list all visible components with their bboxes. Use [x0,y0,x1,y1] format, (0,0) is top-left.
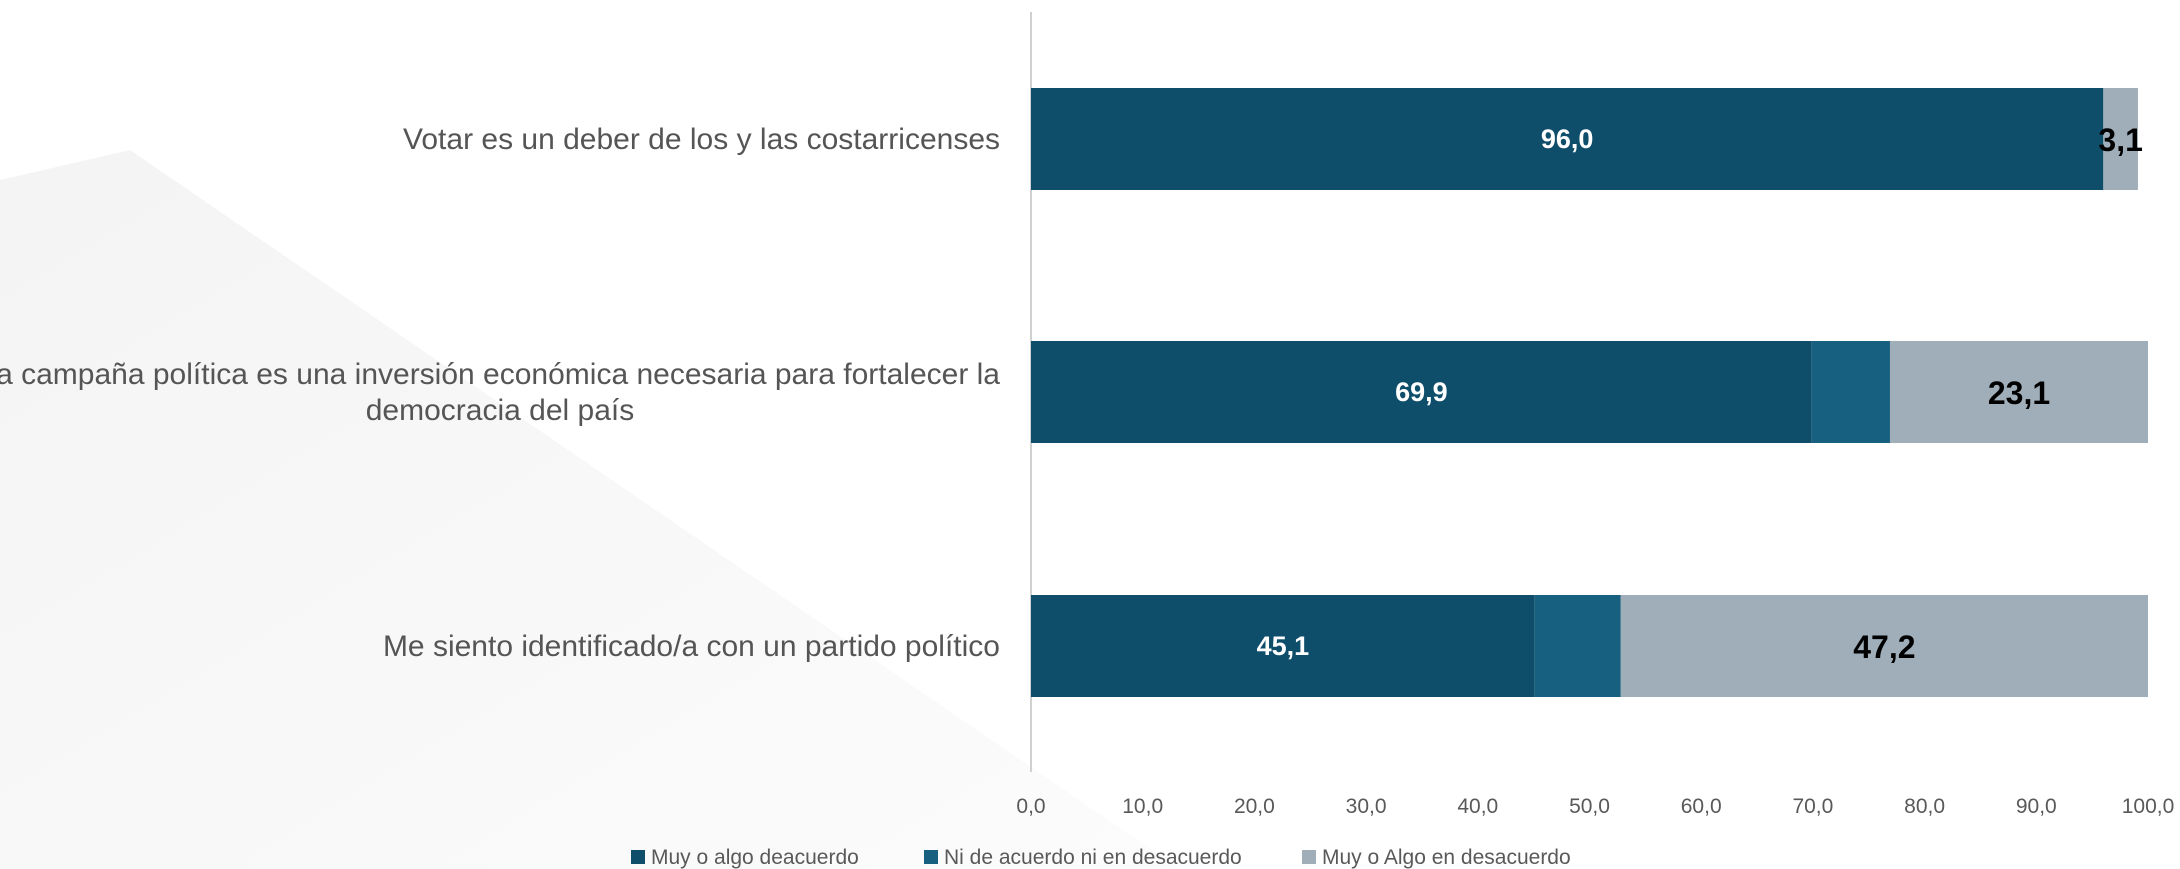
x-tick-label: 20,0 [1234,795,1275,818]
category-labels: Votar es un deber de los y las costarric… [0,123,1000,663]
data-label: 69,9 [1395,377,1448,407]
legend-label: Muy o algo deacuerdo [651,846,859,869]
legend-label: Muy o Algo en desacuerdo [1322,846,1571,869]
legend-swatch [924,850,938,864]
x-tick-label: 70,0 [1792,795,1833,818]
category-label: democracia del país [366,394,634,427]
category-label: Votar es un deber de los y las costarric… [403,123,1000,156]
bars-layer: 96,0 3,1 69,9 23,1 45,1 47,2 [1031,88,2148,697]
bar-segment [1031,88,2104,190]
legend-swatch [631,850,645,864]
bar-segment [1534,595,1621,697]
x-tick-labels: 0,0 10,0 20,0 30,0 40,0 50,0 60,0 70,0 80,0 90,0 1… [1016,795,2174,818]
bar-segment [1889,341,2148,443]
x-tick-label: 0,0 [1016,795,1045,818]
x-tick-label: 10,0 [1122,795,1163,818]
bar-segment [1620,595,2148,697]
x-tick-label: 60,0 [1681,795,1722,818]
data-label: 47,2 [1853,629,1915,665]
data-label: 3,1 [2098,122,2142,158]
background-shape [0,150,1180,869]
data-label: 45,1 [1257,631,1310,661]
bar-segment [1811,341,1890,443]
legend-swatch [1302,850,1316,864]
category-label: La campaña política es una inversión eco… [0,358,1000,391]
data-label: 23,1 [1988,375,2050,411]
category-label: Me siento identificado/a con un partido … [383,630,1000,663]
bar-segment [1031,341,1812,443]
x-tick-label: 80,0 [1904,795,1945,818]
bar-segment [2103,88,2138,190]
x-tick-label: 90,0 [2016,795,2057,818]
data-label: 96,0 [1541,124,1594,154]
legend-label: Ni de acuerdo ni en desacuerdo [944,846,1242,869]
x-tick-label: 50,0 [1569,795,1610,818]
x-tick-label: 30,0 [1346,795,1387,818]
legend: Muy o algo deacuerdo Ni de acuerdo ni en … [631,846,1571,869]
x-tick-label: 100,0 [2122,795,2175,818]
bar-segment [1031,595,1535,697]
x-tick-label: 40,0 [1457,795,1498,818]
